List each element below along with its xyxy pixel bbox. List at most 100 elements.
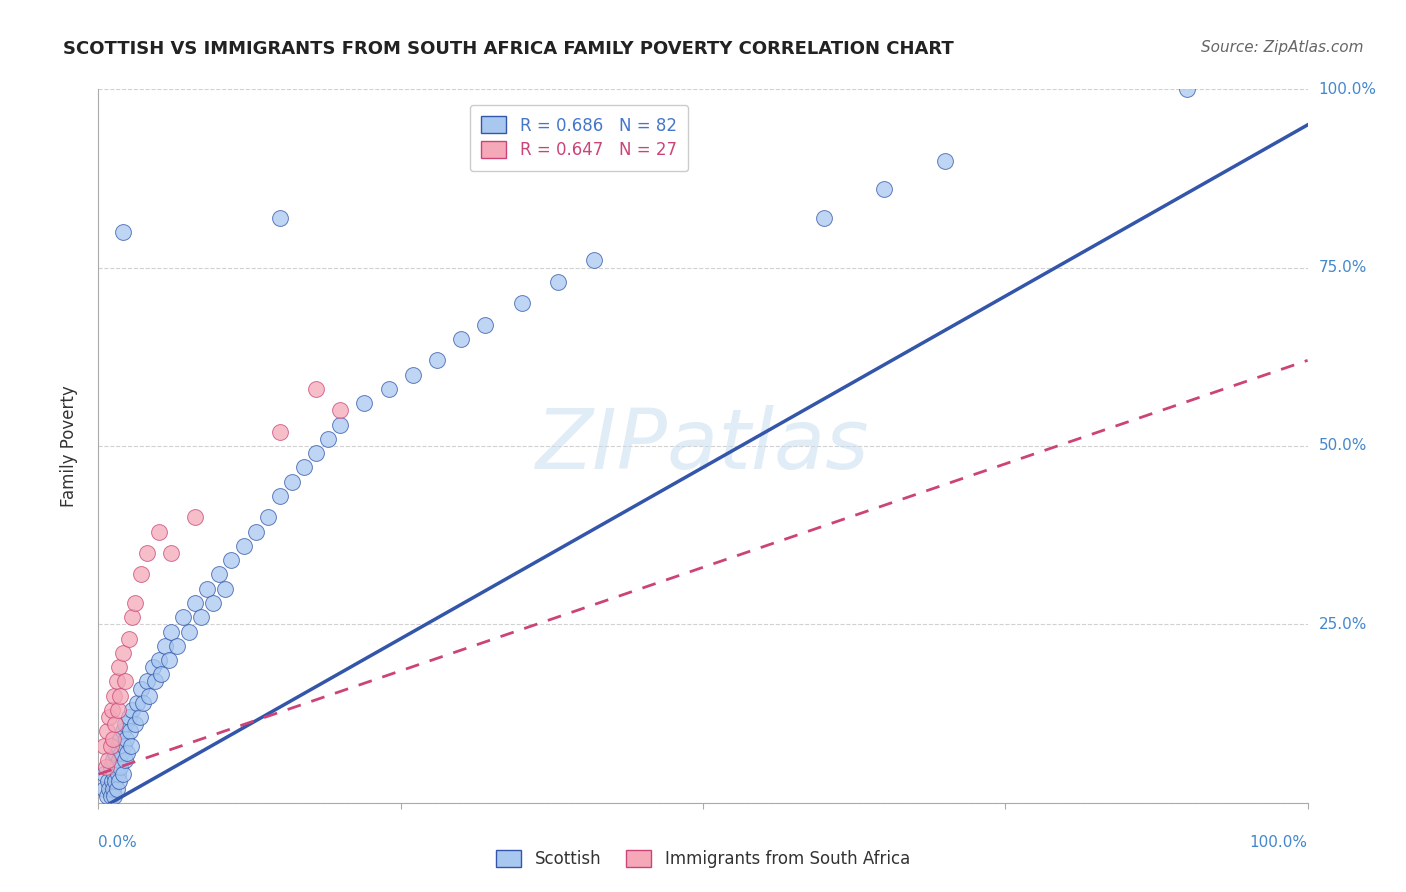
Point bbox=[245, 524, 267, 539]
Point bbox=[111, 724, 134, 739]
Point bbox=[93, 781, 115, 796]
Point bbox=[96, 789, 118, 803]
Point bbox=[97, 753, 120, 767]
Point bbox=[124, 596, 146, 610]
Point bbox=[873, 182, 896, 196]
Point bbox=[105, 781, 128, 796]
Point bbox=[98, 710, 121, 724]
Text: SCOTTISH VS IMMIGRANTS FROM SOUTH AFRICA FAMILY POVERTY CORRELATION CHART: SCOTTISH VS IMMIGRANTS FROM SOUTH AFRICA… bbox=[63, 40, 955, 58]
Point bbox=[269, 489, 291, 503]
Point bbox=[129, 567, 152, 582]
Point bbox=[316, 432, 339, 446]
Point bbox=[104, 717, 127, 731]
Point bbox=[377, 382, 399, 396]
Point bbox=[118, 632, 141, 646]
Point bbox=[114, 717, 136, 731]
Point bbox=[108, 660, 131, 674]
Point bbox=[329, 417, 352, 432]
Point bbox=[214, 582, 236, 596]
Point bbox=[98, 781, 121, 796]
Point bbox=[135, 674, 157, 689]
Point bbox=[157, 653, 180, 667]
Legend: R = 0.686   N = 82, R = 0.647   N = 27: R = 0.686 N = 82, R = 0.647 N = 27 bbox=[470, 104, 688, 171]
Point bbox=[934, 153, 956, 168]
Point bbox=[105, 674, 128, 689]
Point bbox=[108, 753, 131, 767]
Point bbox=[129, 681, 152, 696]
Point bbox=[105, 760, 128, 774]
Point bbox=[100, 774, 122, 789]
Point bbox=[132, 696, 155, 710]
Point bbox=[93, 767, 115, 781]
Point bbox=[128, 710, 150, 724]
Point bbox=[110, 746, 132, 760]
Point bbox=[121, 610, 143, 624]
Point bbox=[184, 596, 207, 610]
Point bbox=[184, 510, 207, 524]
Text: Source: ZipAtlas.com: Source: ZipAtlas.com bbox=[1201, 40, 1364, 55]
Text: 25.0%: 25.0% bbox=[1319, 617, 1367, 632]
Point bbox=[269, 211, 291, 225]
Point bbox=[103, 767, 125, 781]
Point bbox=[138, 689, 160, 703]
Point bbox=[118, 724, 141, 739]
Point bbox=[100, 760, 122, 774]
Point bbox=[103, 689, 125, 703]
Point bbox=[115, 731, 138, 746]
Point bbox=[108, 689, 131, 703]
Point bbox=[450, 332, 472, 346]
Point bbox=[510, 296, 533, 310]
Point bbox=[107, 767, 129, 781]
Point bbox=[111, 767, 134, 781]
Point bbox=[232, 539, 254, 553]
Point bbox=[547, 275, 569, 289]
Point bbox=[305, 382, 328, 396]
Point bbox=[117, 746, 139, 760]
Point bbox=[402, 368, 425, 382]
Point bbox=[256, 510, 278, 524]
Point bbox=[1175, 82, 1198, 96]
Point bbox=[108, 774, 131, 789]
Point bbox=[124, 717, 146, 731]
Point bbox=[474, 318, 496, 332]
Point bbox=[269, 425, 291, 439]
Text: 50.0%: 50.0% bbox=[1319, 439, 1367, 453]
Point bbox=[305, 446, 328, 460]
Point bbox=[101, 753, 124, 767]
Point bbox=[166, 639, 188, 653]
Point bbox=[94, 760, 117, 774]
Point bbox=[127, 696, 149, 710]
Point bbox=[172, 610, 194, 624]
Point bbox=[148, 524, 170, 539]
Point bbox=[292, 460, 315, 475]
Point bbox=[104, 746, 127, 760]
Point bbox=[135, 546, 157, 560]
Text: 0.0%: 0.0% bbox=[98, 835, 138, 850]
Point bbox=[160, 546, 183, 560]
Point bbox=[160, 624, 183, 639]
Point bbox=[143, 674, 166, 689]
Point bbox=[221, 553, 243, 567]
Point bbox=[195, 582, 218, 596]
Point bbox=[100, 703, 122, 717]
Point bbox=[114, 674, 136, 689]
Point bbox=[96, 724, 118, 739]
Point bbox=[108, 731, 131, 746]
Point bbox=[329, 403, 352, 417]
Point bbox=[101, 731, 124, 746]
Point bbox=[121, 703, 143, 717]
Point bbox=[281, 475, 304, 489]
Point bbox=[101, 781, 124, 796]
Point bbox=[108, 760, 131, 774]
Point bbox=[100, 739, 122, 753]
Text: 100.0%: 100.0% bbox=[1250, 835, 1308, 850]
Point bbox=[97, 774, 120, 789]
Point bbox=[114, 753, 136, 767]
Point bbox=[93, 739, 115, 753]
Point bbox=[153, 639, 176, 653]
Point bbox=[813, 211, 835, 225]
Text: ZIPatlas: ZIPatlas bbox=[536, 406, 870, 486]
Text: 100.0%: 100.0% bbox=[1319, 82, 1376, 96]
Point bbox=[142, 660, 165, 674]
Point bbox=[118, 710, 141, 724]
